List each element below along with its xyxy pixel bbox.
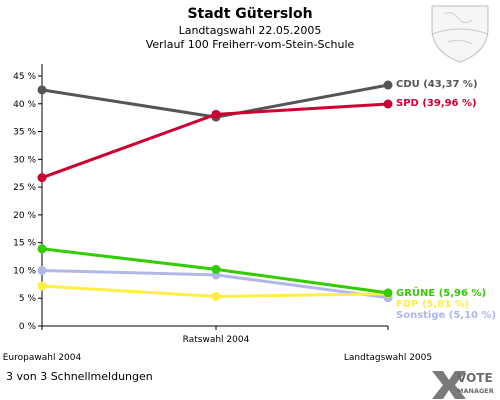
ballot-x-icon (432, 371, 466, 399)
data-point-fdp (37, 281, 47, 291)
vote-manager-logo: VOTE MANAGER (432, 371, 494, 399)
y-tick-label: 15 % (13, 239, 36, 249)
series-end-label-fdp: FDP (5,81 %) (396, 299, 469, 310)
footer-status-text: 3 von 3 Schnellmeldungen (6, 370, 153, 383)
coat-of-arms-icon (431, 5, 489, 63)
y-tick-label: 0 % (19, 322, 37, 332)
data-point-spd (383, 99, 393, 109)
series-end-label-grüne: GRÜNE (5,96 %) (396, 285, 486, 299)
x-tick-label: Ratswahl 2004 (183, 335, 250, 345)
chart-title: Stadt Gütersloh (187, 6, 312, 22)
data-point-sonstige (37, 265, 47, 275)
y-tick-label: 20 % (13, 211, 36, 221)
logo-text-vote: VOTE (457, 371, 493, 385)
logo-text-manager: MANAGER (457, 387, 494, 395)
data-point-spd (37, 173, 47, 183)
y-tick-label: 5 % (19, 294, 37, 304)
y-tick-label: 30 % (13, 155, 36, 165)
y-tick-label: 25 % (13, 183, 36, 193)
x-tick-label: Europawahl 2004 (3, 353, 82, 363)
data-point-spd (211, 109, 221, 119)
series-end-label-sonstige: Sonstige (5,10 %) (396, 310, 496, 321)
data-point-grüne (211, 264, 221, 274)
data-point-cdu (37, 85, 47, 95)
series-end-label-cdu: CDU (43,37 %) (396, 79, 478, 90)
data-point-grüne (37, 244, 47, 254)
x-tick-label: Landtagswahl 2005 (344, 353, 432, 363)
y-tick-label: 45 % (13, 72, 36, 82)
y-tick-label: 40 % (13, 100, 36, 110)
chart-subtitle-district: Verlauf 100 Freiherr-vom-Stein-Schule (146, 38, 355, 51)
data-point-fdp (211, 292, 221, 302)
series-end-label-spd: SPD (39,96 %) (396, 98, 477, 109)
chart-subtitle-election: Landtagswahl 22.05.2005 (179, 24, 322, 37)
y-tick-label: 35 % (13, 128, 36, 138)
data-point-cdu (383, 80, 393, 90)
data-point-grüne (383, 288, 393, 298)
y-tick-label: 10 % (13, 266, 36, 276)
